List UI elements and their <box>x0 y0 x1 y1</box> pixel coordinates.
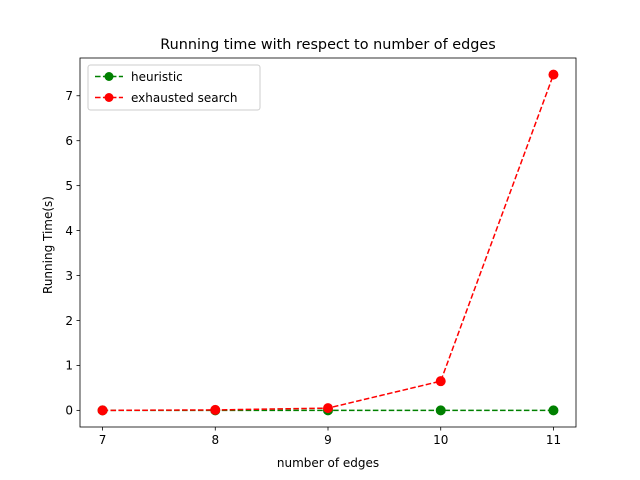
data-point-heuristic <box>435 405 446 416</box>
y-tick-label: 0 <box>65 404 73 418</box>
chart-title: Running time with respect to number of e… <box>160 37 495 53</box>
y-tick-label: 6 <box>65 134 73 148</box>
y-tick-label: 2 <box>65 314 73 328</box>
y-tick-label: 5 <box>65 179 73 193</box>
data-point-exhausted-search <box>210 404 221 415</box>
data-point-exhausted-search <box>548 69 559 80</box>
y-tick-label: 7 <box>65 89 73 103</box>
plot-frame <box>79 57 577 428</box>
y-tick-label: 3 <box>65 269 73 283</box>
data-point-exhausted-search <box>435 376 446 387</box>
axis-ticks: 7 8 9 10 11 0 1 2 3 4 5 6 7 <box>65 89 561 447</box>
y-axis-label: Running Time(s) <box>41 196 55 294</box>
legend-label-exhausted-search: exhausted search <box>131 91 237 105</box>
y-tick-label: 4 <box>65 224 73 238</box>
x-tick-label: 8 <box>211 433 219 447</box>
data-point-exhausted-search <box>323 403 333 414</box>
legend-marker-exhausted-search <box>104 93 114 102</box>
y-tick-label: 1 <box>65 359 73 373</box>
legend-box <box>87 64 261 111</box>
x-tick-label: 7 <box>99 433 107 447</box>
data-point-exhausted-search <box>97 405 108 416</box>
legend-label-heuristic: heuristic <box>131 70 183 84</box>
x-tick-label: 10 <box>433 433 448 447</box>
x-axis-label: number of edges <box>277 456 379 470</box>
x-tick-label: 11 <box>546 433 561 447</box>
series-layer <box>97 69 559 416</box>
legend: heuristic exhausted search <box>87 64 261 111</box>
data-point-heuristic <box>548 405 559 416</box>
x-tick-label: 9 <box>324 433 332 447</box>
legend-marker-heuristic <box>104 72 114 81</box>
